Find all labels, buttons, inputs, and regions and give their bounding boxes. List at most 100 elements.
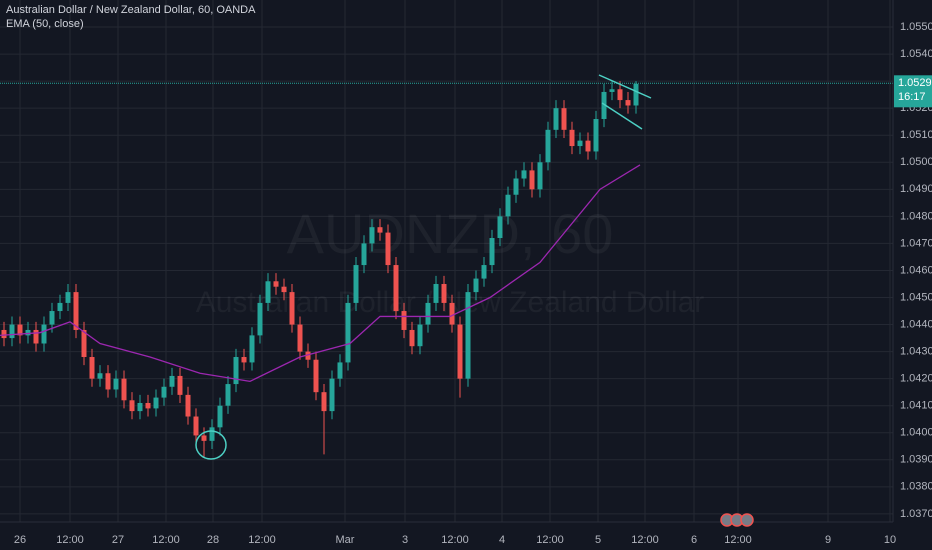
candle-body — [521, 170, 527, 179]
y-tick-label: 1.04200 — [900, 373, 932, 385]
candle-body — [185, 394, 191, 417]
candle-body — [537, 162, 543, 190]
candle-body — [617, 89, 623, 101]
candle-body — [225, 384, 231, 406]
candle-body — [305, 351, 311, 360]
candle-body — [513, 178, 519, 195]
candle-body — [321, 392, 327, 412]
candle-body — [593, 119, 599, 152]
chart-title: Australian Dollar / New Zealand Dollar, … — [6, 4, 256, 16]
x-tick-label: 5 — [595, 534, 601, 546]
candle-body — [553, 108, 559, 130]
y-tick-label: 1.04900 — [900, 183, 932, 195]
candle-body — [209, 427, 215, 441]
candle-body — [249, 335, 255, 363]
annotation-circle — [195, 430, 227, 460]
candle-body — [289, 292, 295, 325]
axis-layer: 1.055001.054001.053001.052001.051001.050… — [14, 21, 932, 546]
candle-body — [385, 232, 391, 266]
candle-body — [129, 400, 135, 412]
candle-body — [177, 375, 183, 395]
candle-body — [217, 405, 223, 428]
x-tick-label: 12:00 — [248, 534, 276, 546]
candle-body — [41, 324, 47, 344]
candle-body — [369, 227, 375, 244]
event-icons[interactable] — [720, 513, 754, 527]
y-tick-label: 1.04400 — [900, 318, 932, 330]
candle-body — [545, 129, 551, 163]
candle-body — [489, 238, 495, 266]
x-tick-label: Mar — [336, 534, 355, 546]
candle-body — [497, 216, 503, 239]
x-tick-label: 28 — [207, 534, 219, 546]
x-tick-label: 12:00 — [631, 534, 659, 546]
x-tick-label: 12:00 — [56, 534, 84, 546]
candle-body — [145, 402, 151, 409]
candle-body — [241, 357, 247, 363]
watermark-symbol: AUDNZD, 60 — [287, 202, 614, 265]
candle-body — [361, 243, 367, 266]
x-tick-label: 9 — [825, 534, 831, 546]
y-tick-label: 1.04300 — [900, 346, 932, 358]
plot-layer — [0, 81, 893, 458]
candle-body — [17, 324, 23, 336]
candle-body — [9, 324, 15, 339]
candle-body — [297, 324, 303, 352]
candle-body — [329, 378, 335, 412]
y-tick-label: 1.04100 — [900, 400, 932, 412]
candle-body — [169, 375, 175, 387]
candle-body — [33, 329, 39, 344]
candle-body — [353, 265, 359, 303]
channel-line-top — [598, 74, 652, 99]
last-price-label: 1.05292 — [898, 77, 932, 89]
x-tick-label: 3 — [402, 534, 408, 546]
x-tick-label: 12:00 — [441, 534, 469, 546]
candle-body — [417, 324, 423, 347]
candle-body — [89, 357, 95, 379]
candle-body — [193, 416, 199, 436]
last-price-box — [894, 75, 932, 108]
event-icon[interactable] — [740, 513, 754, 527]
candle-body — [337, 362, 343, 379]
y-tick-label: 1.03900 — [900, 454, 932, 466]
candle-body — [49, 311, 55, 325]
candle-body — [569, 129, 575, 147]
x-tick-label: 10 — [884, 534, 896, 546]
candle-body — [57, 302, 63, 312]
candle-body — [105, 373, 111, 390]
candle-body — [481, 265, 487, 279]
candle-body — [585, 140, 591, 152]
candle-body — [457, 324, 463, 379]
candle-body — [257, 302, 263, 336]
candle-body — [1, 329, 7, 339]
candle-body — [633, 83, 639, 106]
candle-body — [409, 329, 415, 347]
y-tick-label: 1.03700 — [900, 508, 932, 520]
candle-body — [345, 302, 351, 363]
candle-body — [601, 91, 607, 120]
candle-body — [265, 281, 271, 303]
candle-body — [377, 227, 383, 233]
candle-body — [625, 100, 631, 106]
candle-body — [121, 378, 127, 401]
x-tick-label: 6 — [691, 534, 697, 546]
candle-body — [473, 278, 479, 293]
grid-layer — [0, 0, 893, 522]
candle-body — [97, 373, 103, 379]
y-tick-label: 1.04800 — [900, 210, 932, 222]
y-tick-label: 1.05400 — [900, 48, 932, 60]
candle-body — [161, 386, 167, 398]
candle-body — [465, 292, 471, 379]
y-tick-label: 1.04700 — [900, 237, 932, 249]
x-tick-label: 27 — [112, 534, 124, 546]
candle-body — [505, 194, 511, 217]
candle-body — [561, 108, 567, 130]
y-tick-label: 1.04500 — [900, 291, 932, 303]
candle-body — [201, 435, 207, 441]
candle-body — [577, 140, 583, 147]
y-tick-label: 1.03800 — [900, 481, 932, 493]
x-tick-label: 12:00 — [536, 534, 564, 546]
x-tick-label: 12:00 — [724, 534, 752, 546]
